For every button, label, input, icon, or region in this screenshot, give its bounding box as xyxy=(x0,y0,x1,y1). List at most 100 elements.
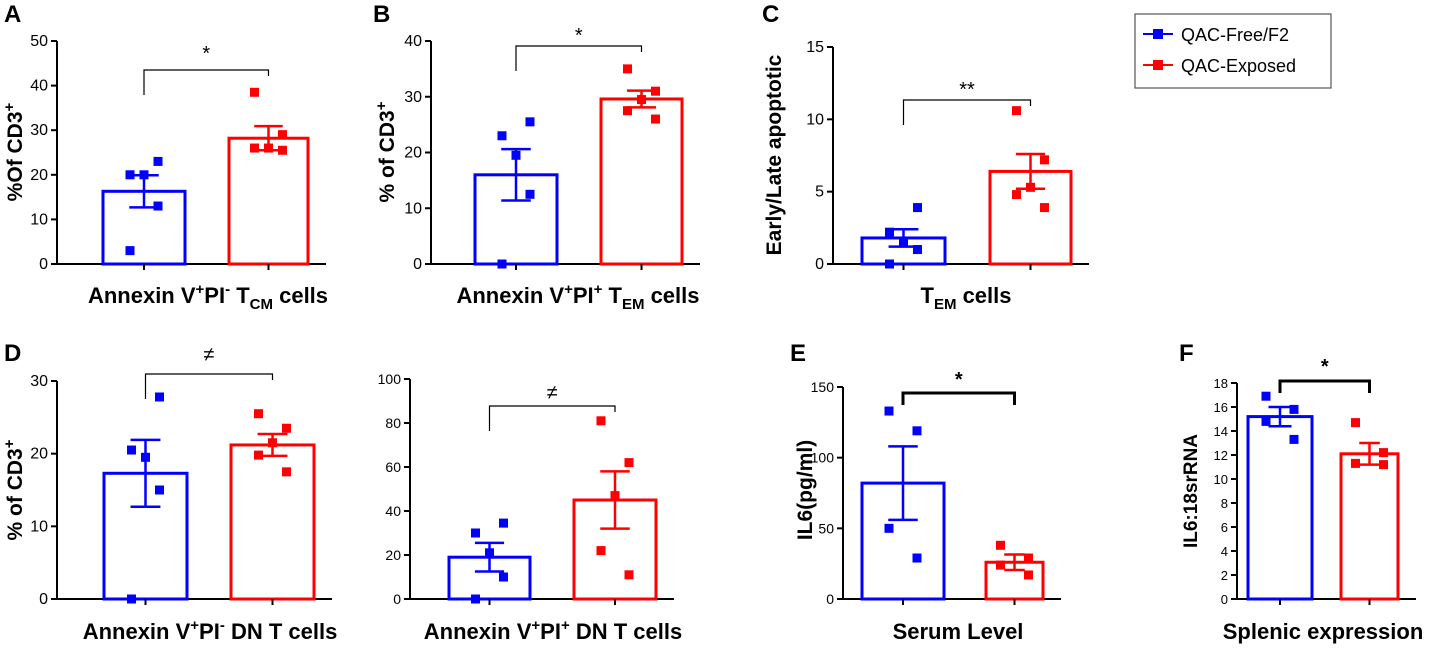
data-point xyxy=(623,64,632,74)
x-axis-label: Annexin V+PI- TCM cells xyxy=(88,281,328,313)
data-point xyxy=(1379,460,1388,470)
y-tick-label: 150 xyxy=(811,379,835,395)
y-tick-label: 0 xyxy=(393,591,401,607)
y-axis-label: IL6:18srRNA xyxy=(1181,434,1202,548)
significance-bracket xyxy=(515,45,643,71)
y-tick-label: 50 xyxy=(818,520,834,536)
panel-label: E xyxy=(790,340,806,367)
data-point xyxy=(139,170,149,180)
x-axis-label-part: Annexin V xyxy=(88,283,196,308)
y-tick-label: 10 xyxy=(30,211,48,228)
data-point xyxy=(624,458,634,468)
y-tick-label: 20 xyxy=(385,547,401,563)
y-tick-label: 100 xyxy=(811,450,835,466)
y-tick-label: 50 xyxy=(30,33,48,50)
data-point xyxy=(624,570,634,580)
x-axis-label-part: CM xyxy=(250,296,273,313)
x-axis-label-part: EM xyxy=(934,296,957,313)
significance-bracket xyxy=(143,69,270,95)
significance-mark: ≠ xyxy=(204,344,215,366)
data-point xyxy=(511,150,521,160)
y-tick-label: 12 xyxy=(1214,448,1228,463)
data-point xyxy=(153,156,163,166)
x-axis-label-part: cells xyxy=(273,283,328,308)
data-point xyxy=(596,546,606,556)
significance-mark: * xyxy=(955,369,963,391)
x-axis-label-part: + xyxy=(196,281,205,298)
data-point xyxy=(899,237,908,247)
y-tick-label: 6 xyxy=(1221,520,1228,535)
y-tick-label: 0 xyxy=(413,256,422,273)
x-axis-label-part: cells xyxy=(956,283,1011,308)
panel-label: C xyxy=(762,1,779,28)
y-tick-label: 20 xyxy=(404,145,422,162)
data-point xyxy=(1040,203,1049,213)
x-axis-label-part: cells xyxy=(644,283,699,308)
y-axis-label: Early/Late apoptotic xyxy=(763,54,786,255)
data-point xyxy=(141,452,150,462)
data-point xyxy=(268,438,277,448)
y-tick-label: 0 xyxy=(826,591,834,607)
y-tick-label: 0 xyxy=(1221,592,1228,607)
y-tick-label: 60 xyxy=(385,459,401,475)
data-point xyxy=(1379,448,1388,458)
legend-marker-exposed xyxy=(1153,60,1163,70)
data-point xyxy=(264,143,273,153)
y-tick-label: 30 xyxy=(404,89,422,106)
y-tick-label: 30 xyxy=(30,122,48,139)
y-tick-label: 80 xyxy=(385,415,401,431)
x-axis-label-part: PI xyxy=(573,283,594,308)
legend: QAC-Free/F2 QAC-Exposed xyxy=(1134,13,1332,89)
data-point xyxy=(912,553,922,563)
legend-box xyxy=(1134,13,1332,89)
panel-label: F xyxy=(1179,340,1194,367)
y-axis-label-text: IL6:18srRNA xyxy=(1181,434,1202,548)
significance-bracket xyxy=(144,373,274,399)
x-axis-label: Splenic expression xyxy=(1223,619,1424,644)
x-axis-label-part: - xyxy=(220,617,225,634)
data-point xyxy=(596,416,606,426)
y-axis-label-text: % of CD3 xyxy=(376,110,399,202)
x-axis-label-part: T xyxy=(602,283,622,308)
y-tick-label: 18 xyxy=(1214,376,1228,391)
y-tick-label: 15 xyxy=(806,39,824,56)
data-point xyxy=(912,426,922,436)
data-point xyxy=(125,170,135,180)
panel-F: F 0 2 4 6 8 10 12 14 16 18 IL6:18srRNA * Splenic expr… xyxy=(1179,340,1423,644)
y-axis-label-sup: + xyxy=(1,102,18,111)
data-point xyxy=(127,594,136,604)
data-point xyxy=(1024,553,1033,563)
significance-bracket xyxy=(1278,379,1371,393)
y-tick-label: 10 xyxy=(30,518,48,535)
data-point xyxy=(1026,182,1035,192)
y-tick-label: 40 xyxy=(385,503,401,519)
bar-qac-exposed xyxy=(599,97,684,266)
data-point xyxy=(651,86,660,96)
data-point xyxy=(885,259,894,269)
data-point xyxy=(254,409,263,419)
y-tick-label: 40 xyxy=(30,78,48,95)
x-axis-label-part: + xyxy=(594,281,603,298)
x-axis-label-part: + xyxy=(561,617,570,634)
x-axis-label-part: DN T cells xyxy=(225,619,337,644)
x-axis-label-part: DN T cells xyxy=(570,619,682,644)
y-tick-label: 0 xyxy=(815,256,824,273)
x-axis-label: TEM cells xyxy=(921,283,1012,313)
data-point xyxy=(623,106,632,116)
data-point xyxy=(637,95,646,105)
y-axis-label-text: IL6(pg/ml) xyxy=(794,440,817,540)
x-axis-label-part: T xyxy=(230,283,250,308)
x-axis-label-part: + xyxy=(190,617,199,634)
y-tick-label: 10 xyxy=(1214,472,1228,487)
data-point xyxy=(1351,418,1360,428)
data-point xyxy=(254,450,263,460)
y-tick-label: 10 xyxy=(404,200,422,217)
data-point xyxy=(610,491,620,501)
significance-mark: * xyxy=(202,43,210,65)
data-point xyxy=(485,548,494,558)
data-point xyxy=(125,246,135,256)
